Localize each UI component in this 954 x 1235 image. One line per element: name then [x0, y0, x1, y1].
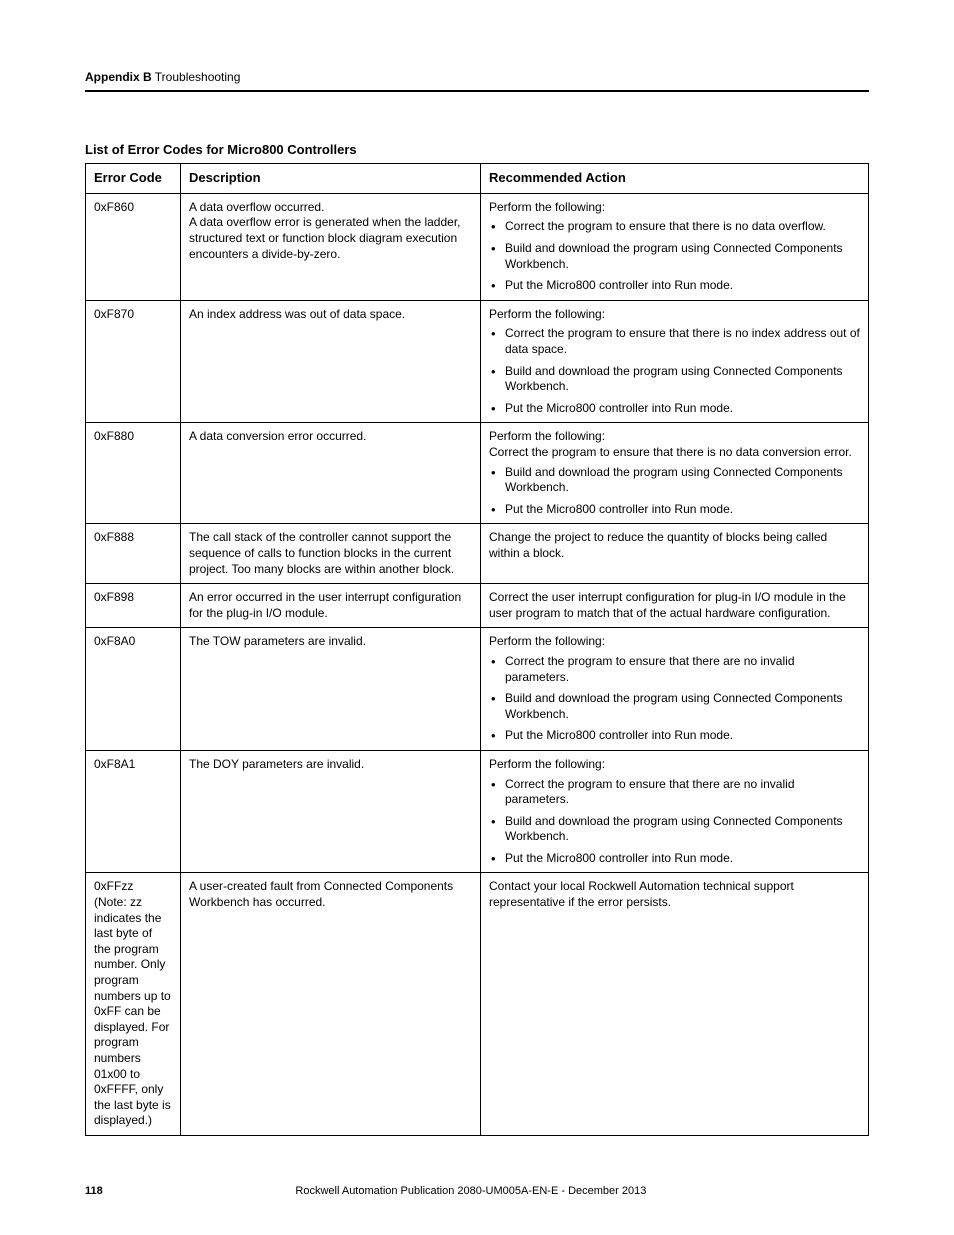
action-item: Build and download the program using Con… — [489, 691, 860, 722]
cell-description: A data conversion error occurred. — [181, 423, 481, 524]
col-header-action: Recommended Action — [481, 164, 869, 194]
cell-description: The call stack of the controller cannot … — [181, 524, 481, 584]
table-row: 0xF880A data conversion error occurred. P… — [86, 423, 869, 524]
cell-description: The DOY parameters are invalid. — [181, 750, 481, 873]
action-item: Build and download the program using Con… — [489, 364, 860, 395]
appendix-label: Appendix B Troubleshooting — [85, 70, 240, 84]
cell-action: Change the project to reduce the quantit… — [481, 524, 869, 584]
action-leadin: Perform the following: — [489, 634, 860, 650]
cell-action: Correct the user interrupt configuration… — [481, 584, 869, 628]
cell-action: Perform the following: Correct the progra… — [481, 628, 869, 751]
action-list: Correct the program to ensure that there… — [489, 777, 860, 867]
action-item: Build and download the program using Con… — [489, 814, 860, 845]
table-row: 0xF8A1The DOY parameters are invalid.Per… — [86, 750, 869, 873]
action-item: Build and download the program using Con… — [489, 465, 860, 496]
action-leadin: Perform the following: — [489, 757, 860, 773]
page-header: Appendix B Troubleshooting — [85, 68, 869, 92]
cell-error-code: 0xF860 — [86, 193, 181, 300]
cell-error-code: 0xF888 — [86, 524, 181, 584]
section-name: Troubleshooting — [155, 70, 241, 84]
table-header-row: Error Code Description Recommended Actio… — [86, 164, 869, 194]
action-item: Build and download the program using Con… — [489, 241, 860, 272]
cell-error-code: 0xF8A0 — [86, 628, 181, 751]
action-leadin: Perform the following: Correct the progr… — [489, 429, 860, 460]
action-item: Correct the program to ensure that there… — [489, 654, 860, 685]
table-row: 0xF870An index address was out of data s… — [86, 300, 869, 423]
action-list: Correct the program to ensure that there… — [489, 219, 860, 293]
error-codes-table: Error Code Description Recommended Actio… — [85, 163, 869, 1136]
action-item: Correct the program to ensure that there… — [489, 219, 860, 235]
action-item: Put the Micro800 controller into Run mod… — [489, 728, 860, 744]
cell-description: An error occurred in the user interrupt … — [181, 584, 481, 628]
action-list: Correct the program to ensure that there… — [489, 654, 860, 744]
cell-action: Perform the following: Correct the progr… — [481, 423, 869, 524]
cell-error-code: 0xF880 — [86, 423, 181, 524]
cell-description: The TOW parameters are invalid. — [181, 628, 481, 751]
publication-info: Rockwell Automation Publication 2080-UM0… — [103, 1185, 839, 1197]
table-row: 0xF860A data overflow occurred. A data o… — [86, 193, 869, 300]
action-item: Correct the program to ensure that there… — [489, 777, 860, 808]
action-leadin: Perform the following: — [489, 200, 860, 216]
table-row: 0xF8A0The TOW parameters are invalid.Per… — [86, 628, 869, 751]
action-item: Put the Micro800 controller into Run mod… — [489, 851, 860, 867]
cell-description: A data overflow occurred. A data overflo… — [181, 193, 481, 300]
page-footer: 118 Rockwell Automation Publication 2080… — [85, 1185, 869, 1197]
appendix-id: Appendix B — [85, 70, 152, 84]
cell-description: A user-created fault from Connected Comp… — [181, 873, 481, 1136]
action-item: Put the Micro800 controller into Run mod… — [489, 502, 860, 518]
cell-error-code: 0xF8A1 — [86, 750, 181, 873]
cell-error-code: 0xF870 — [86, 300, 181, 423]
cell-action: Perform the following: Correct the progra… — [481, 300, 869, 423]
action-list: Build and download the program using Con… — [489, 465, 860, 518]
action-item: Put the Micro800 controller into Run mod… — [489, 401, 860, 417]
cell-description: An index address was out of data space. — [181, 300, 481, 423]
table-row: 0xF888The call stack of the controller c… — [86, 524, 869, 584]
cell-action: Perform the following: Correct the progra… — [481, 750, 869, 873]
action-item: Correct the program to ensure that there… — [489, 326, 860, 357]
col-header-code: Error Code — [86, 164, 181, 194]
cell-action: Contact your local Rockwell Automation t… — [481, 873, 869, 1136]
cell-action: Perform the following: Correct the progra… — [481, 193, 869, 300]
action-leadin: Perform the following: — [489, 307, 860, 323]
table-title: List of Error Codes for Micro800 Control… — [85, 142, 869, 157]
table-row: 0xFFzz (Note: zz indicates the last byte… — [86, 873, 869, 1136]
action-item: Put the Micro800 controller into Run mod… — [489, 278, 860, 294]
table-row: 0xF898An error occurred in the user inte… — [86, 584, 869, 628]
page-number: 118 — [85, 1185, 103, 1197]
col-header-desc: Description — [181, 164, 481, 194]
action-list: Correct the program to ensure that there… — [489, 326, 860, 416]
cell-error-code: 0xF898 — [86, 584, 181, 628]
cell-error-code: 0xFFzz (Note: zz indicates the last byte… — [86, 873, 181, 1136]
